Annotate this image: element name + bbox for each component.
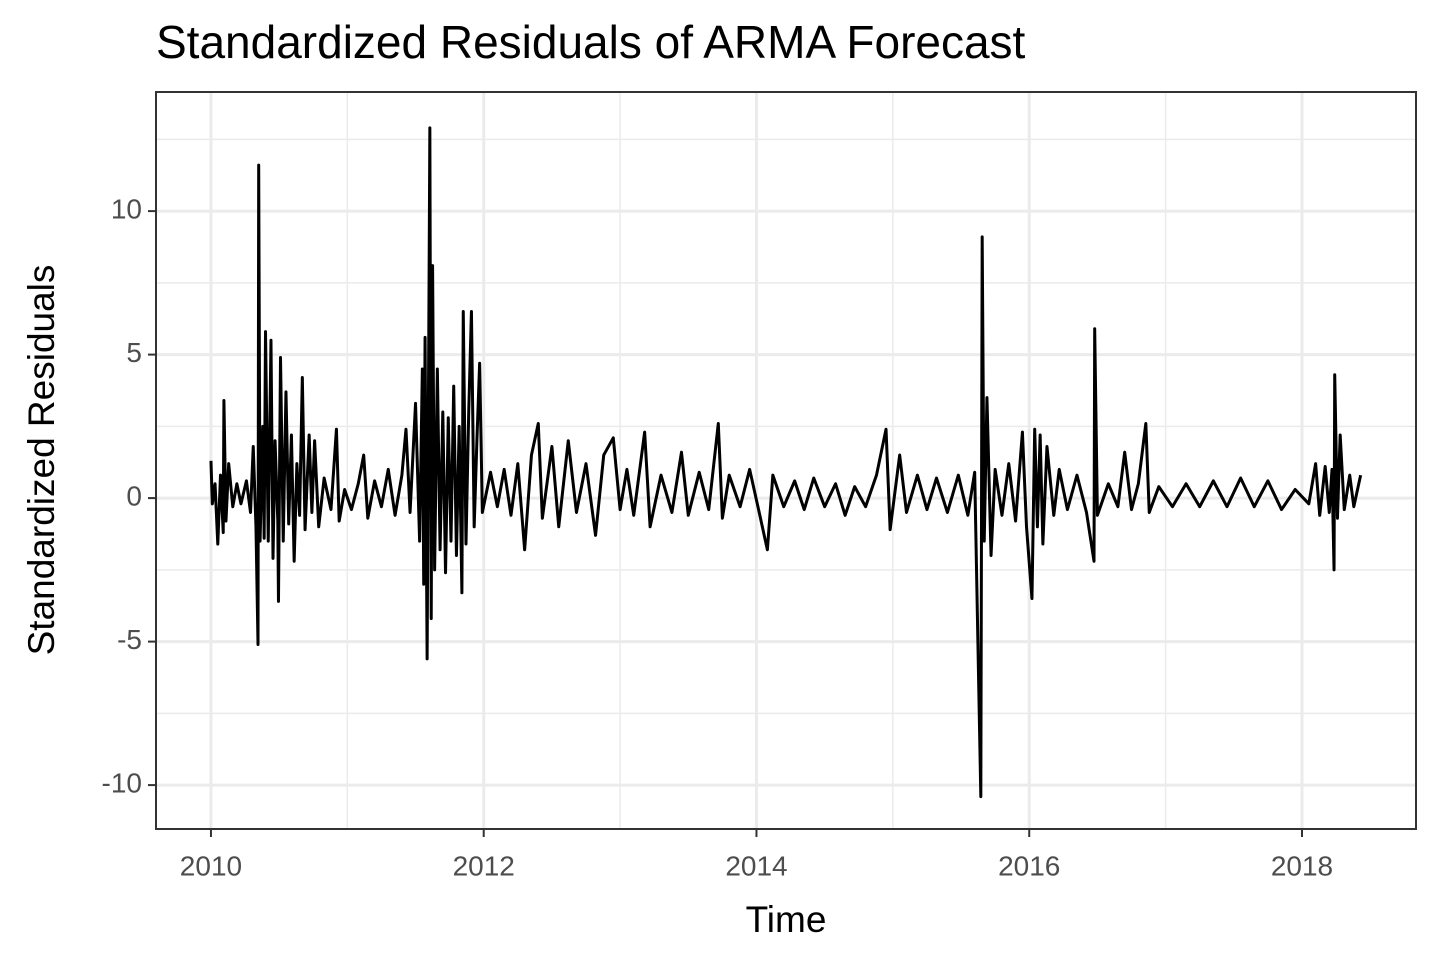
x-tick-label: 2018 [1271,850,1333,881]
axes: 2010 2012 2014 2016 2018 -10 -5 0 5 10 [102,193,1334,881]
y-tick-label: -10 [102,767,142,798]
x-axis-title: Time [746,899,827,940]
chart-title: Standardized Residuals of ARMA Forecast [156,16,1026,68]
series-line [209,126,1363,799]
y-tick-label: 10 [111,193,142,224]
plot [209,126,1363,799]
panel-border [155,91,1417,830]
x-tick-label: 2016 [998,850,1060,881]
y-axis-title: Standardized Residuals [21,265,62,656]
x-tick-label: 2010 [180,850,242,881]
y-tick-label: -5 [117,624,142,655]
y-tick-label: 0 [126,480,142,511]
y-tick-label: 5 [126,337,142,368]
x-tick-label: 2012 [453,850,515,881]
grid [156,92,1416,829]
x-tick-label: 2014 [725,850,787,881]
